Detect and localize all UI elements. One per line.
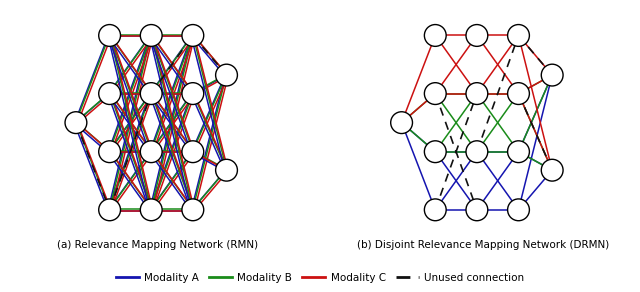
Circle shape xyxy=(541,64,563,86)
Text: (a) Relevance Mapping Network (RMN): (a) Relevance Mapping Network (RMN) xyxy=(56,240,258,250)
Circle shape xyxy=(466,25,488,46)
Circle shape xyxy=(216,159,237,181)
Circle shape xyxy=(508,199,529,221)
Circle shape xyxy=(424,25,446,46)
Legend: Modality A, Modality B, Modality C, Unused connection: Modality A, Modality B, Modality C, Unus… xyxy=(111,268,529,287)
Circle shape xyxy=(508,83,529,105)
Circle shape xyxy=(466,83,488,105)
Circle shape xyxy=(424,141,446,163)
Circle shape xyxy=(424,199,446,221)
Circle shape xyxy=(182,141,204,163)
Circle shape xyxy=(466,199,488,221)
Circle shape xyxy=(508,25,529,46)
Circle shape xyxy=(466,141,488,163)
Circle shape xyxy=(216,64,237,86)
Text: (b) Disjoint Relevance Mapping Network (DRMN): (b) Disjoint Relevance Mapping Network (… xyxy=(356,240,609,250)
Circle shape xyxy=(390,112,413,133)
Circle shape xyxy=(99,199,120,221)
Circle shape xyxy=(99,141,120,163)
Circle shape xyxy=(182,199,204,221)
Circle shape xyxy=(424,83,446,105)
Circle shape xyxy=(182,83,204,105)
Circle shape xyxy=(140,199,162,221)
Circle shape xyxy=(140,141,162,163)
Circle shape xyxy=(541,159,563,181)
Circle shape xyxy=(182,25,204,46)
Circle shape xyxy=(65,112,87,133)
Circle shape xyxy=(508,141,529,163)
Circle shape xyxy=(99,25,120,46)
Circle shape xyxy=(140,25,162,46)
Circle shape xyxy=(140,83,162,105)
Circle shape xyxy=(99,83,120,105)
